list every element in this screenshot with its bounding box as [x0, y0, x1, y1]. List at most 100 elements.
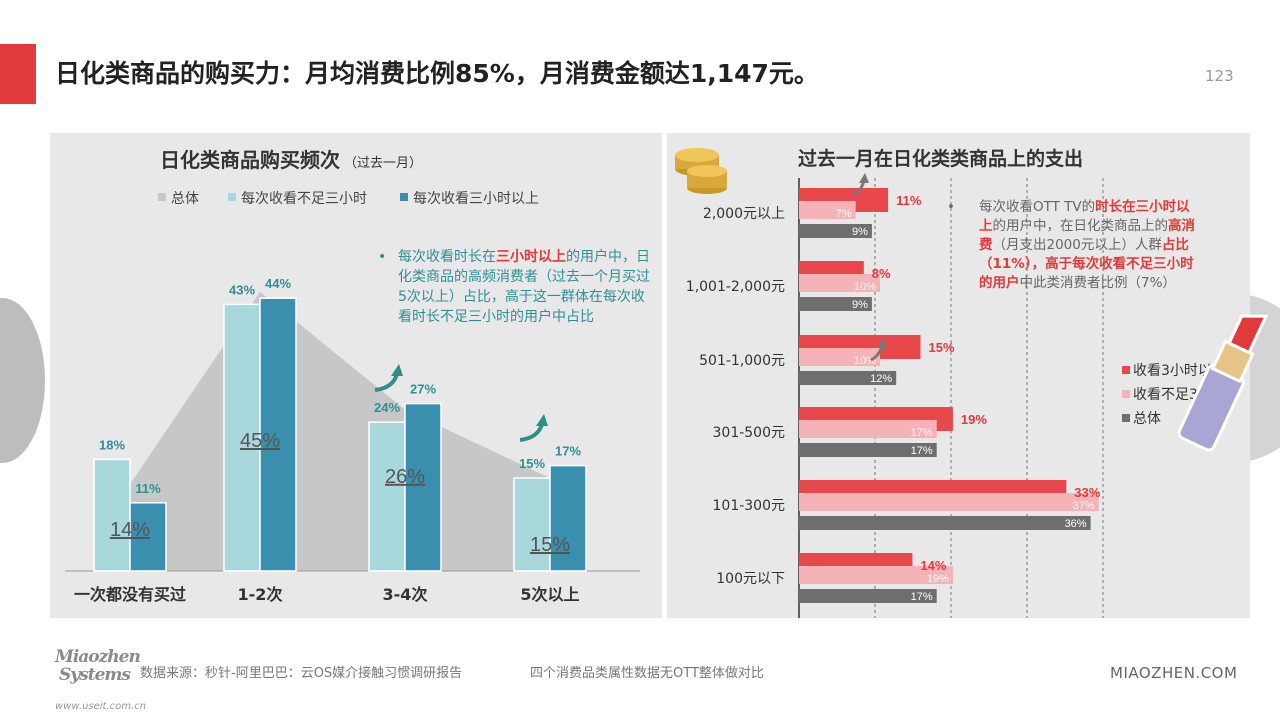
- category-label: 1-2次: [238, 585, 283, 604]
- rnote-p3: （月支出2000元以上）人群: [992, 237, 1162, 253]
- right-annotation: • 每次收看OTT TV的时长在三小时以上的用户中，在日化类商品上的高消费（月支…: [947, 198, 1202, 293]
- trend-arrow-icon: [870, 338, 887, 362]
- bar-value-label: 15%: [929, 340, 955, 355]
- bar-value-label: 19%: [927, 573, 949, 585]
- bar-value-label: 11%: [896, 193, 922, 208]
- annotation-text-b: 的用户中，日化类商品的高频消费者（过去一个月买过5次以上）占比，高于这一群体在每…: [398, 249, 650, 325]
- rnote-h3: 占比（11%），高于每次收看不足三小时的用户: [979, 237, 1194, 291]
- annotation-highlight: 三小时以上: [496, 249, 566, 265]
- bar: [368, 421, 406, 572]
- legend-swatch: [400, 193, 408, 201]
- bar-value-label: 15%: [519, 456, 545, 471]
- bar: [799, 274, 880, 292]
- bar-value-label: 10%: [854, 281, 876, 293]
- bar: [799, 493, 1099, 511]
- bar-value-label: 9%: [852, 226, 868, 238]
- bar-value-label: 36%: [1065, 518, 1087, 530]
- category-label: 一次都没有买过: [74, 585, 186, 604]
- legend-label: 每次收看不足三小时: [241, 191, 367, 207]
- bar-value-label: 19%: [961, 412, 987, 427]
- total-value-label: 15%: [530, 534, 570, 556]
- legend-label: 每次收看三小时以上: [413, 191, 539, 207]
- lipstick-icon: [1177, 314, 1269, 452]
- bar: [799, 297, 872, 311]
- annotation-bullet-right: •: [947, 199, 955, 215]
- annotation-text-a: 每次收看时长在: [398, 249, 496, 265]
- bar: [129, 502, 167, 572]
- right-chart-panel: [667, 133, 1250, 618]
- plot-area: 18% 11% 14% 一次都没有买过 43% 44% 45% 1-2次 24% 27% 26% 3-…: [65, 276, 640, 604]
- bar: [799, 348, 880, 366]
- chart-title: 日化类商品购买频次: [160, 148, 340, 172]
- bar: [799, 420, 937, 438]
- rnote-h2: 高消费: [979, 218, 1195, 253]
- annotation-bullet: •: [378, 249, 387, 265]
- page-title: 日化类商品的购买力：月均消费比例85%，月消费金额达1,147元。: [55, 59, 819, 88]
- legend-swatch: [1122, 366, 1130, 374]
- category-label: 5次以上: [520, 585, 579, 604]
- category-label: 3-4次: [383, 585, 428, 604]
- title-accent-bar: [0, 44, 36, 104]
- bar-value-label: 24%: [374, 400, 400, 415]
- bar: [799, 566, 953, 584]
- trend-arrow-icon: [519, 414, 548, 442]
- bar-value-label: 44%: [265, 276, 291, 291]
- total-value-label: 14%: [110, 519, 150, 541]
- spending-chart: 过去一月在日化类类商品上的支出 11%7%9%2,000元以上8%10%9%1,…: [675, 147, 1226, 618]
- category-label: 2,000元以上: [703, 206, 785, 222]
- bar: [799, 516, 1091, 530]
- bar-value-label: 17%: [555, 444, 581, 459]
- bar: [259, 297, 297, 572]
- rnote-p2: 的用户中，在日化类商品上的: [992, 218, 1169, 234]
- bar: [799, 224, 872, 238]
- chart-subtitle: （过去一月）: [344, 156, 422, 171]
- category-label: 301-500元: [713, 425, 786, 441]
- category-label: 501-1,000元: [699, 353, 785, 369]
- bar-value-label: 37%: [1073, 500, 1095, 512]
- bar-value-label: 12%: [870, 373, 892, 385]
- legend-swatch: [1122, 390, 1130, 398]
- bar-value-label: 11%: [135, 481, 161, 496]
- bar-value-label: 7%: [836, 208, 852, 220]
- bar-value-label: 9%: [852, 299, 868, 311]
- bar: [549, 464, 587, 572]
- trend-arrow-icon: [374, 364, 403, 392]
- total-value-label: 45%: [240, 430, 280, 452]
- bar: [404, 402, 442, 572]
- bar: [799, 589, 937, 603]
- bar-value-label: 33%: [1074, 485, 1100, 500]
- bar-value-label: 43%: [229, 282, 255, 297]
- legend-label: 收看3小时以上: [1133, 363, 1226, 379]
- bar: [93, 458, 131, 572]
- bar-value-label: 10%: [854, 355, 876, 367]
- bar: [513, 477, 551, 572]
- bar-value-label: 17%: [911, 427, 933, 439]
- rnote-p4: 中此类消费者比例（7%）: [1019, 275, 1176, 291]
- legend-swatch: [1122, 414, 1130, 422]
- left-annotation: • 每次收看时长在三小时以上的用户中，日化类商品的高频消费者（过去一个月买过5次…: [378, 247, 650, 327]
- bar-value-label: 17%: [911, 445, 933, 457]
- bar-value-label: 18%: [99, 437, 125, 452]
- bar: [799, 201, 856, 219]
- data-source: 数据来源：秒针-阿里巴巴：云OS媒介接触习惯调研报告: [140, 666, 463, 681]
- legend-label: 总体: [1133, 411, 1161, 427]
- decorative-circle-left: [0, 298, 45, 463]
- category-label: 101-300元: [713, 498, 786, 514]
- category-label: 1,001-2,000元: [686, 279, 785, 295]
- chart-title-right: 过去一月在日化类类商品上的支出: [798, 147, 1083, 170]
- watermark-url: www.useit.com.cn: [55, 701, 147, 712]
- rnote-p1: 每次收看OTT TV的: [979, 199, 1096, 215]
- plot-area-right: 11%7%9%2,000元以上8%10%9%1,001-2,000元15%10%…: [686, 173, 1104, 618]
- bar-value-label: 17%: [911, 591, 933, 603]
- rnote-h1: 时长在三小时以上: [979, 199, 1190, 234]
- company-logo: Miaozhen Systems: [55, 647, 141, 685]
- total-value-label: 26%: [385, 466, 425, 488]
- data-source-note: 四个消费品类属性数据无OTT整体做对比: [530, 666, 764, 681]
- bar: [799, 443, 937, 457]
- legend-swatch: [158, 193, 166, 201]
- legend-swatch: [228, 193, 236, 201]
- bar-value-label: 8%: [872, 266, 891, 281]
- coin-stack-icon: [675, 148, 727, 194]
- total-area: [95, 292, 585, 571]
- legend-label: 总体: [171, 191, 199, 207]
